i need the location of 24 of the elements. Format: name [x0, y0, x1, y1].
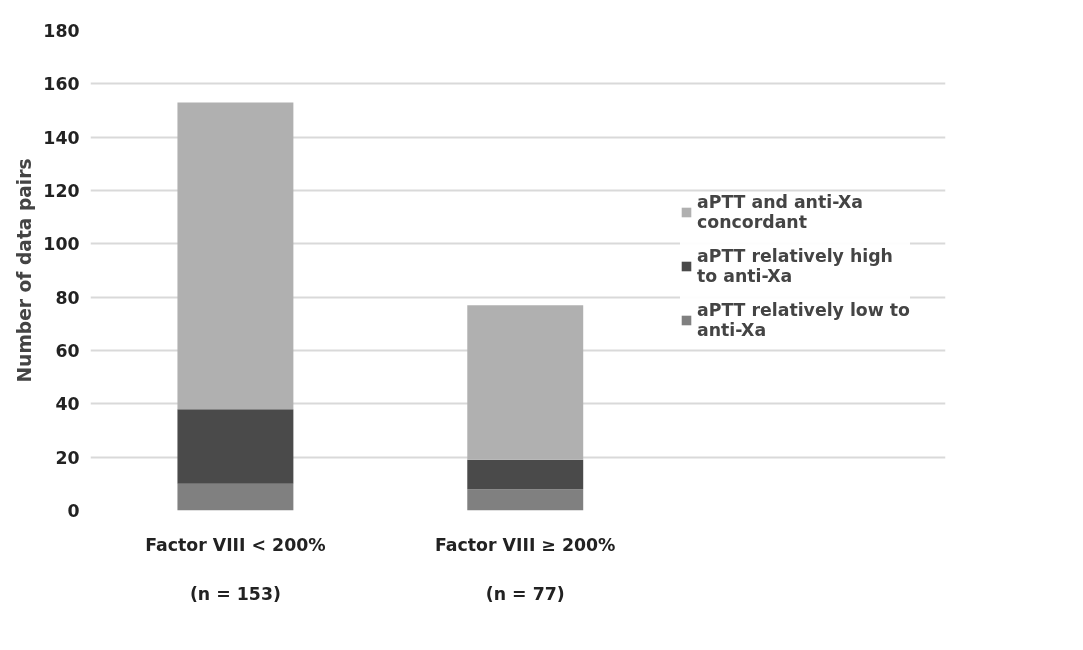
- bar: [467, 459, 584, 490]
- legend-label: aPTT relatively low to anti-Xa: [697, 300, 911, 340]
- bar: [177, 102, 294, 410]
- legend-label: aPTT and anti-Xa concordant: [697, 192, 864, 232]
- x-tick-label: Factor VIII < 200%: [145, 534, 326, 555]
- y-tick-label: 60: [55, 341, 80, 361]
- bar: [467, 489, 584, 511]
- bar: [177, 409, 294, 484]
- legend-label: aPTT relatively high to anti-Xa: [697, 246, 893, 286]
- y-axis-title: Number of data pairs: [14, 158, 36, 383]
- y-tick-label: 100: [43, 234, 80, 255]
- y-tick-label: 0: [67, 501, 80, 521]
- y-tick-label: 180: [43, 21, 80, 41]
- y-tick-label: 20: [55, 447, 80, 468]
- y-tick-label: 140: [43, 127, 80, 148]
- y-tick-label: 40: [55, 394, 80, 415]
- y-tick-label: 160: [43, 74, 80, 95]
- y-tick-label: 80: [55, 287, 80, 308]
- y-tick-label: 120: [43, 181, 80, 201]
- bar: [177, 483, 294, 511]
- x-tick-label: Factor VIII ≥ 200%: [435, 534, 616, 555]
- text: (n = 77): [485, 583, 565, 604]
- text: (n = 153): [189, 583, 281, 604]
- bar: [467, 305, 584, 460]
